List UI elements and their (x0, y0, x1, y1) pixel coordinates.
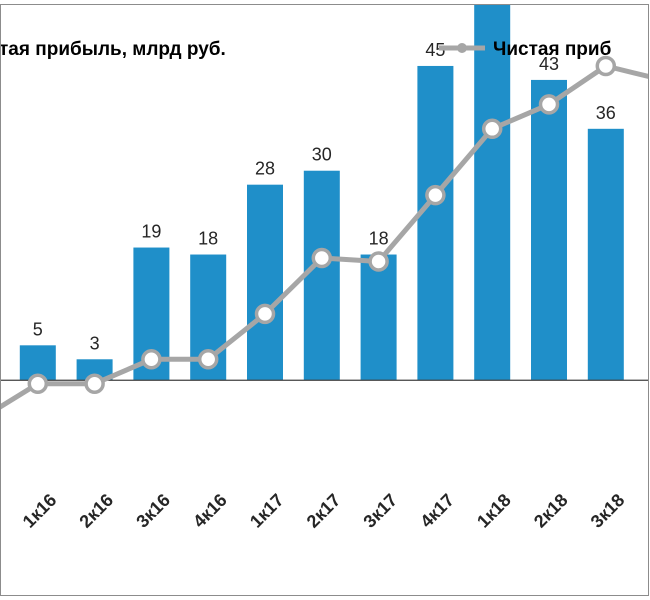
bar-value-label: 36 (596, 103, 616, 123)
line-series-path (1, 63, 648, 410)
x-tick-label: 4к17 (416, 490, 458, 532)
x-tick-label: 1к16 (19, 490, 61, 532)
bar-2к16 (76, 359, 113, 381)
bar-value-label: 30 (312, 145, 332, 165)
x-tick-label: 3к17 (359, 490, 401, 532)
x-tick-label: 2к16 (75, 490, 117, 532)
legend-entry-line-series: Чистая приб (493, 39, 611, 60)
line-point-1к17 (254, 303, 276, 325)
chart-canvas: 53191828301845564336 1к162к163к164к161к1… (1, 5, 649, 532)
bar-3к18 (587, 128, 624, 381)
line-point-2к16 (84, 373, 105, 394)
line-point-2к18 (538, 94, 560, 115)
bar-value-label: 18 (198, 229, 218, 249)
line-point-2к17 (311, 247, 333, 269)
line-point-4к16 (197, 349, 219, 370)
bar-4к17 (417, 65, 454, 381)
x-tick-label: 2к18 (530, 490, 572, 532)
chart-title: тая прибыль, млрд руб. (1, 39, 226, 60)
bars-layer (19, 5, 624, 381)
bar-2к18 (531, 79, 567, 381)
line-point-4к17 (425, 184, 446, 206)
bar-value-label: 45 (425, 40, 445, 60)
bar-value-label: 43 (539, 54, 559, 74)
x-tick-label: 2к17 (303, 490, 345, 532)
bar-3к17 (360, 254, 397, 381)
bar-value-label: 28 (255, 159, 275, 179)
line-point-3к17 (368, 251, 389, 272)
line-point-3к16 (141, 349, 162, 370)
line-point-3к18 (595, 55, 617, 77)
x-tick-label: 1к18 (473, 490, 515, 532)
bar-value-label: 18 (369, 229, 389, 249)
x-tick-label: 3к18 (587, 490, 629, 532)
x-axis-ticks: 1к16 2к16 3к16 4к16 1к17 2к17 3к17 4к17 1к18 2к18… (19, 490, 649, 532)
line-layer (1, 55, 648, 410)
chart-frame: 53191828301845564336 1к162к163к164к161к1… (0, 4, 649, 596)
labels-layer: 53191828301845564336 (33, 40, 616, 353)
line-point-1к18 (481, 118, 503, 140)
bar-1к17 (247, 184, 283, 381)
x-tick-label: 4к1 (647, 493, 649, 528)
x-tick-label: 4к16 (189, 490, 231, 532)
bar-value-label: 5 (33, 319, 43, 339)
x-tick-label: 3к16 (132, 490, 174, 532)
bar-1к18 (474, 5, 511, 381)
bar-value-label: 19 (141, 222, 161, 242)
legend-marker-swatch (457, 43, 467, 53)
x-tick-label: 1к17 (246, 490, 288, 532)
line-point-1к16 (27, 373, 49, 394)
bar-value-label: 3 (90, 333, 100, 353)
bar-2к17 (303, 170, 340, 381)
legend: Чистая приб (439, 39, 611, 60)
